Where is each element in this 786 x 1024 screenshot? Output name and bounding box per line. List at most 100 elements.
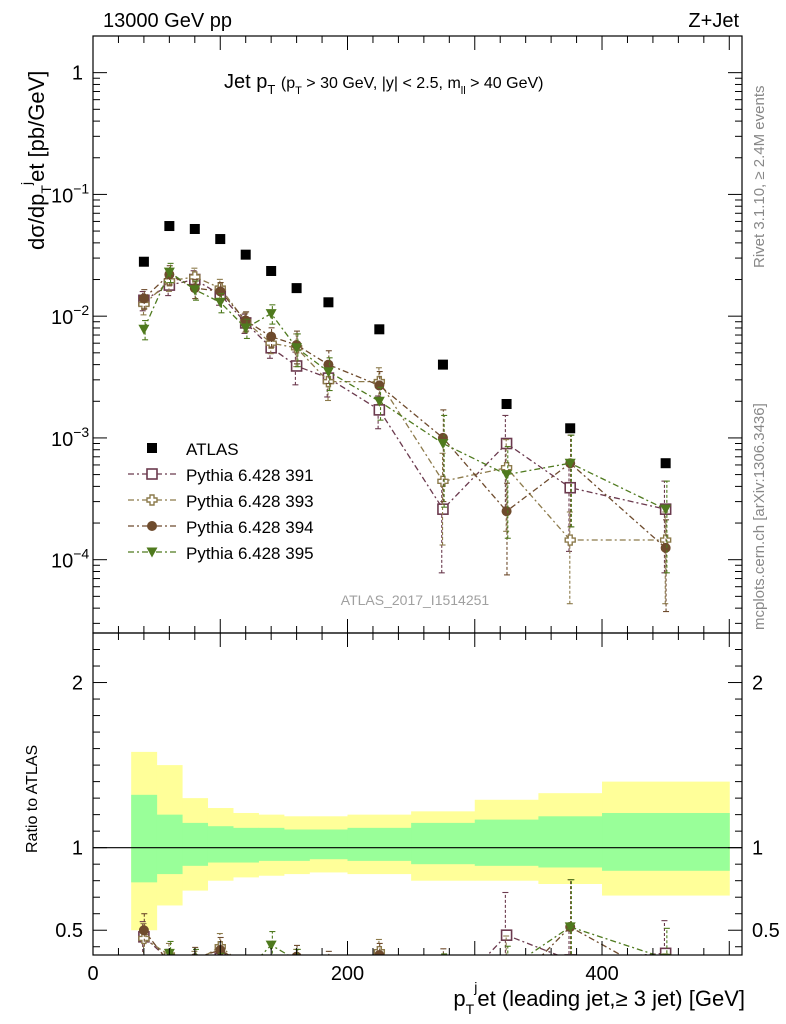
ratio-point	[292, 970, 302, 980]
ratio-point	[215, 959, 226, 969]
data-point	[373, 396, 385, 407]
ratio-band-inner	[156, 814, 183, 875]
ratio-point	[374, 971, 384, 981]
data-point	[374, 380, 385, 391]
main-y-axis-label: dσ/dpTjet [pb/GeV]	[18, 71, 54, 250]
data-point	[240, 323, 252, 334]
ratio-band-inner	[602, 812, 730, 871]
ratio-panel-frame	[92, 632, 743, 956]
data-point	[265, 337, 277, 349]
legend-marker	[147, 443, 157, 453]
data-point	[240, 315, 251, 326]
ratio-point	[164, 958, 174, 968]
ratio-point	[241, 962, 251, 972]
legend-marker	[147, 521, 157, 531]
ratio-band-inner	[182, 822, 209, 866]
analysis-watermark: ATLAS_2017_I1514251	[341, 592, 490, 608]
data-point	[437, 439, 449, 450]
ratio-point	[138, 925, 149, 936]
series-atlas	[138, 221, 671, 469]
data-point	[138, 293, 149, 304]
data-point	[564, 534, 576, 546]
ratio-point	[502, 958, 512, 968]
ratio-band-inner	[347, 827, 412, 861]
ratio-y-tick-label-right: 2	[752, 673, 763, 695]
data-point	[564, 481, 577, 494]
header-left: 13000 GeV pp	[103, 10, 232, 32]
ratio-band-inner	[131, 794, 158, 883]
header-right: Z+Jet	[688, 10, 739, 32]
legend-label: Pythia 6.428 394	[186, 518, 314, 537]
data-point	[189, 223, 200, 234]
data-point	[323, 359, 334, 370]
ratio-point	[438, 997, 448, 1007]
ratio-point	[266, 960, 276, 970]
ratio-band-inner	[411, 822, 476, 865]
side-label-rivet: Rivet 3.1.10, ≥ 2.4M events	[751, 86, 768, 269]
ratio-band-inner	[474, 819, 539, 866]
ratio-band-inner	[232, 827, 259, 863]
data-point	[291, 343, 303, 354]
x-tick-label: 0	[87, 963, 98, 985]
data-point	[660, 542, 671, 553]
ratio-band-inner	[258, 827, 285, 861]
data-point	[266, 331, 277, 342]
y-tick-label: 1	[72, 63, 83, 85]
data-point	[164, 221, 175, 232]
ratio-point	[661, 975, 671, 985]
ratio-point	[240, 967, 251, 977]
ratio-band-inner	[207, 826, 234, 863]
legend-entry: Pythia 6.428 395	[128, 544, 314, 563]
ratio-y-tick-label-right: 0.5	[752, 920, 780, 942]
data-point	[660, 458, 671, 469]
data-point	[564, 458, 576, 469]
data-point	[291, 283, 302, 294]
ratio-point	[438, 967, 448, 977]
ratio-point	[564, 954, 577, 955]
data-point	[189, 271, 201, 283]
ratio-band-inner	[538, 816, 603, 868]
x-tick-label: 200	[331, 963, 364, 985]
ratio-point	[659, 947, 672, 955]
legend-label: ATLAS	[186, 440, 239, 459]
legend-entry: ATLAS	[147, 440, 239, 459]
ratio-point	[374, 950, 385, 955]
y-tick-label: 10−1	[51, 180, 89, 207]
ratio-band-inner	[283, 829, 310, 861]
y-tick-label: 10−2	[51, 302, 89, 329]
legend-label: Pythia 6.428 395	[186, 544, 314, 563]
y-tick-label: 10−4	[51, 546, 89, 573]
x-axis-label: pTjet (leading jet,≥ 3 jet) [GeV]	[453, 979, 745, 1017]
data-point	[163, 267, 175, 278]
series-pythia-395	[138, 262, 672, 574]
data-point	[501, 470, 513, 481]
ratio-y-tick-label-right: 1	[752, 838, 763, 860]
data-point	[501, 398, 512, 409]
data-point	[138, 324, 150, 335]
ratio-point	[241, 962, 251, 972]
ratio-point	[189, 955, 200, 965]
ratio-point	[190, 965, 200, 975]
ratio-series-395	[163, 879, 672, 980]
data-point	[501, 506, 512, 517]
data-point	[215, 234, 226, 245]
ratio-point	[265, 940, 277, 951]
ratio-point	[374, 965, 385, 975]
data-point	[214, 297, 226, 308]
legend-label: Pythia 6.428 393	[186, 492, 314, 511]
data-point	[240, 249, 251, 260]
data-point	[215, 286, 226, 297]
ratio-point	[437, 970, 448, 980]
data-point	[322, 367, 334, 378]
legend-entry: Pythia 6.428 394	[128, 518, 314, 537]
data-point	[266, 265, 277, 276]
ratio-point	[293, 954, 300, 955]
chart-title: Jet pT (pT > 30 GeV, |y| < 2.5, mll > 40…	[224, 71, 543, 97]
legend-entry: Pythia 6.428 391	[128, 466, 314, 485]
data-point	[138, 256, 149, 267]
ratio-y-tick-label-left: 0.5	[55, 920, 83, 942]
ratio-point	[661, 970, 671, 980]
ratio-point	[266, 965, 276, 975]
data-point	[189, 285, 201, 296]
